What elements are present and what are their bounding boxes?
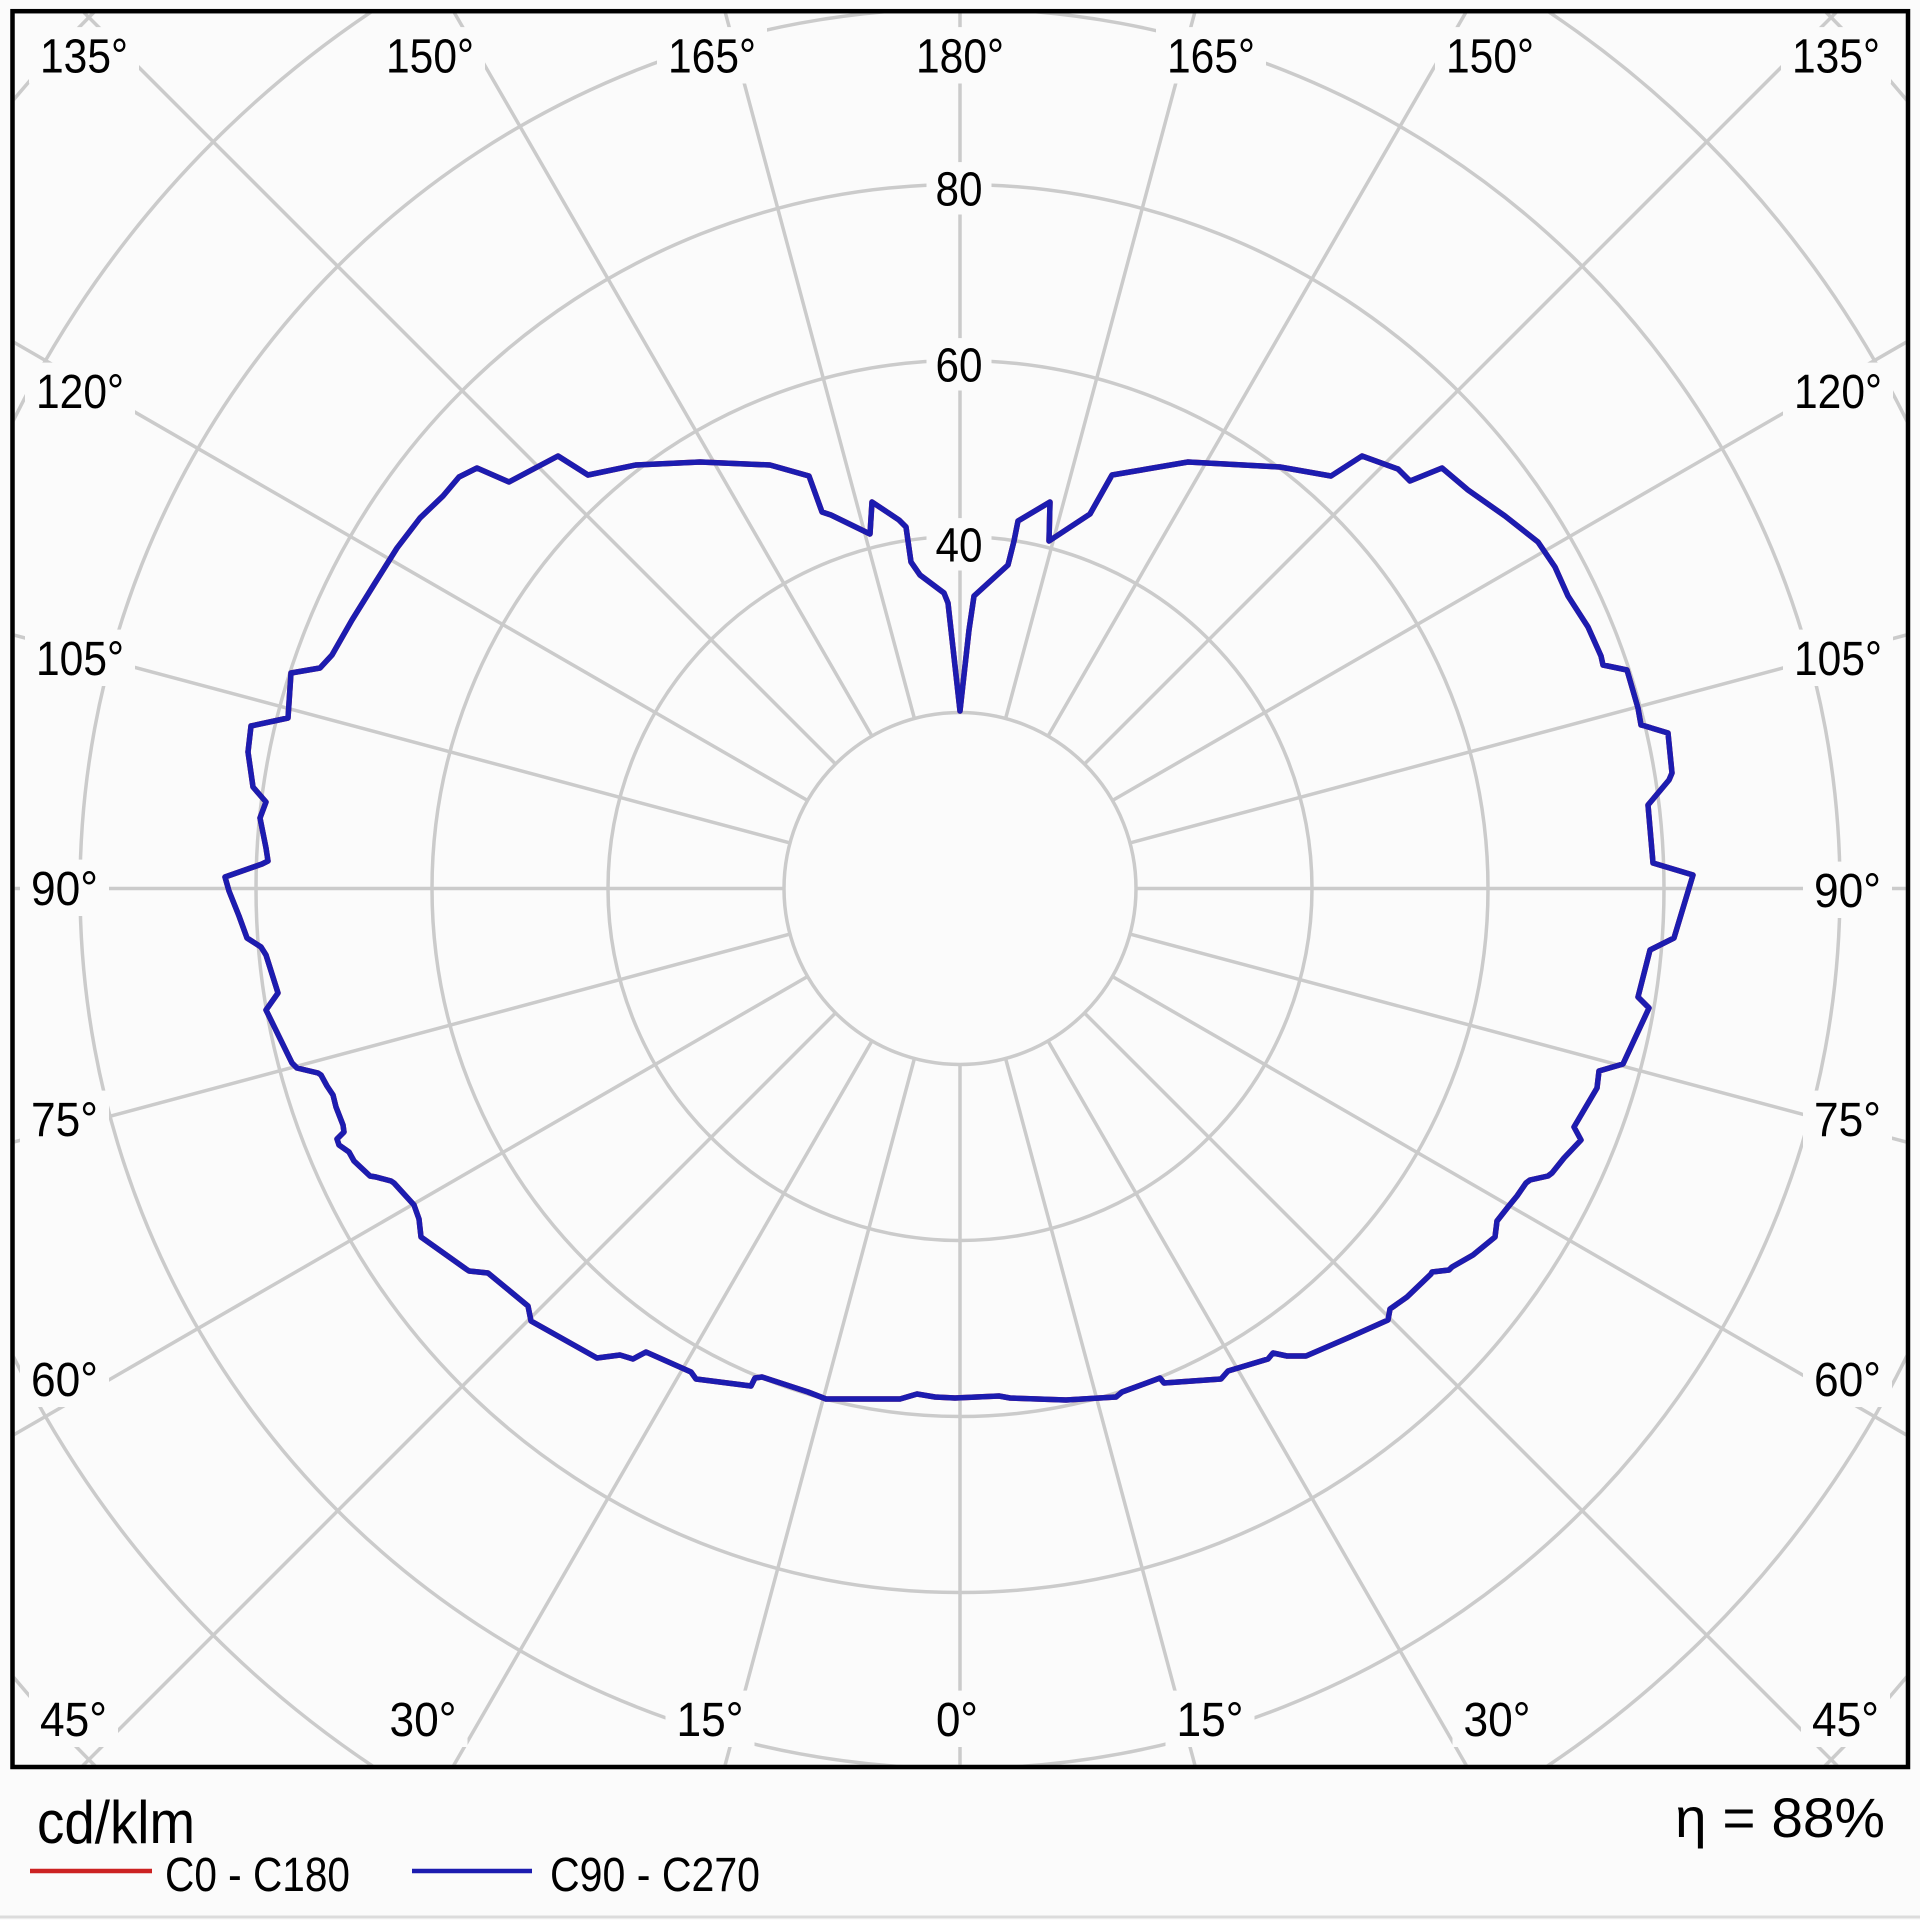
svg-text:60°: 60°	[1814, 1354, 1881, 1407]
svg-text:135°: 135°	[40, 31, 128, 84]
svg-text:15°: 15°	[677, 1694, 744, 1747]
svg-text:165°: 165°	[668, 31, 756, 84]
svg-text:C0 - C180: C0 - C180	[165, 1849, 350, 1902]
svg-text:60°: 60°	[31, 1354, 98, 1407]
svg-text:135°: 135°	[1792, 31, 1880, 84]
svg-text:120°: 120°	[1794, 366, 1882, 419]
svg-text:30°: 30°	[1464, 1694, 1531, 1747]
svg-text:η = 88%: η = 88%	[1675, 1786, 1885, 1849]
svg-text:60: 60	[936, 340, 983, 393]
svg-text:105°: 105°	[36, 633, 124, 686]
svg-text:30°: 30°	[390, 1694, 457, 1747]
svg-text:105°: 105°	[1794, 633, 1882, 686]
svg-text:0°: 0°	[936, 1694, 978, 1747]
svg-text:75°: 75°	[1814, 1094, 1881, 1147]
svg-text:15°: 15°	[1177, 1694, 1244, 1747]
svg-text:C90 - C270: C90 - C270	[550, 1849, 760, 1902]
svg-text:45°: 45°	[40, 1694, 107, 1747]
svg-text:40: 40	[936, 520, 983, 573]
svg-text:75°: 75°	[31, 1094, 98, 1147]
svg-text:90°: 90°	[1814, 865, 1881, 918]
svg-text:45°: 45°	[1812, 1694, 1879, 1747]
svg-text:cd/klm: cd/klm	[37, 1789, 195, 1856]
svg-text:80: 80	[936, 164, 983, 217]
svg-text:90°: 90°	[31, 863, 98, 916]
svg-text:165°: 165°	[1167, 31, 1255, 84]
svg-text:120°: 120°	[36, 366, 124, 419]
svg-text:150°: 150°	[1446, 31, 1534, 84]
svg-text:180°: 180°	[916, 31, 1004, 84]
svg-text:150°: 150°	[386, 31, 474, 84]
